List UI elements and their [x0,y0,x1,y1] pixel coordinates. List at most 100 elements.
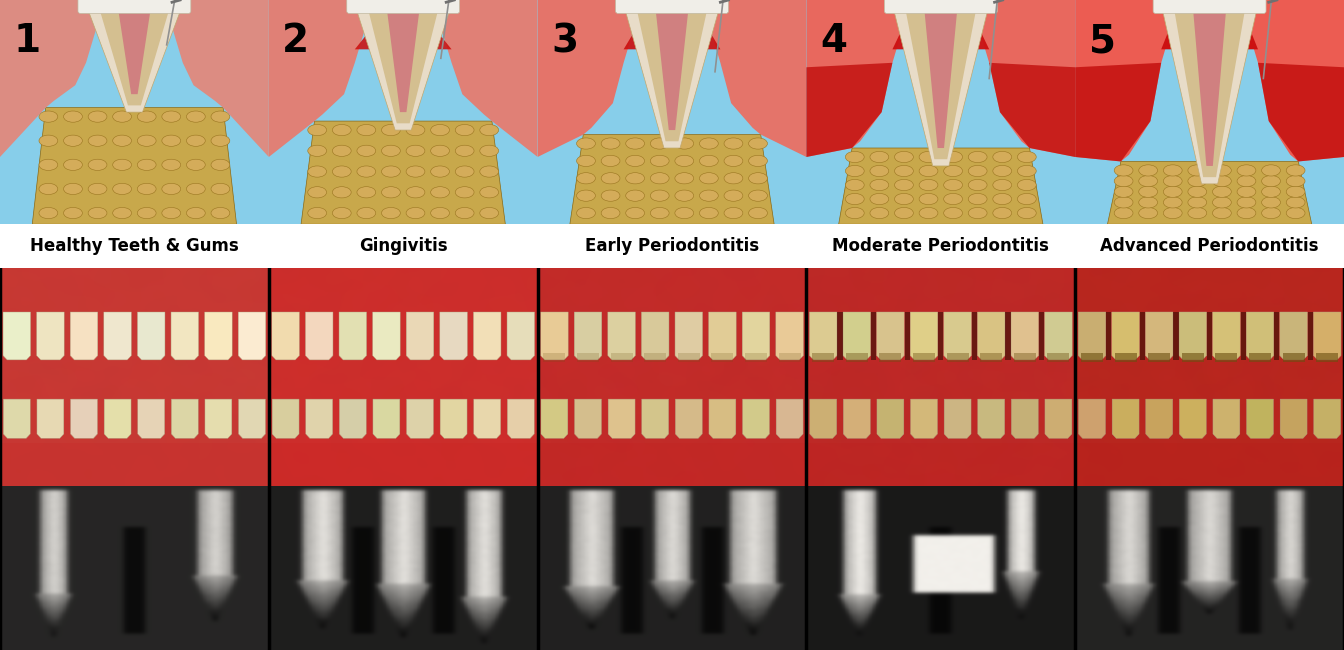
Ellipse shape [1236,186,1255,198]
Ellipse shape [187,135,206,146]
Ellipse shape [1212,207,1231,218]
Ellipse shape [137,111,156,122]
Ellipse shape [39,111,58,122]
Ellipse shape [675,190,694,202]
Polygon shape [1145,312,1173,360]
Ellipse shape [626,138,645,149]
Ellipse shape [943,194,962,205]
FancyBboxPatch shape [1181,354,1204,362]
Ellipse shape [577,190,595,202]
Polygon shape [269,0,366,157]
Polygon shape [905,5,977,159]
Polygon shape [355,31,452,49]
Ellipse shape [601,138,620,149]
Ellipse shape [1114,165,1133,176]
Polygon shape [892,5,989,166]
Polygon shape [876,399,903,438]
Ellipse shape [382,145,401,157]
Ellipse shape [650,155,669,166]
Polygon shape [406,312,434,360]
Polygon shape [570,135,774,224]
Ellipse shape [870,151,888,162]
Ellipse shape [137,183,156,194]
Ellipse shape [675,155,694,166]
FancyBboxPatch shape [1153,0,1266,14]
Ellipse shape [137,159,156,170]
Ellipse shape [601,173,620,184]
Polygon shape [892,27,989,49]
FancyBboxPatch shape [269,268,538,323]
Polygon shape [305,399,332,438]
FancyBboxPatch shape [972,312,977,360]
FancyBboxPatch shape [745,354,767,362]
Ellipse shape [1164,165,1183,176]
FancyBboxPatch shape [1282,354,1305,362]
Polygon shape [624,5,720,148]
Ellipse shape [919,179,938,190]
Polygon shape [742,399,769,438]
Ellipse shape [1138,176,1157,187]
Ellipse shape [577,173,595,184]
Polygon shape [1078,399,1105,438]
Polygon shape [1044,312,1073,360]
Ellipse shape [456,187,474,198]
Polygon shape [1180,399,1207,438]
Ellipse shape [161,183,180,194]
Ellipse shape [308,166,327,177]
Ellipse shape [1212,197,1231,208]
Ellipse shape [1188,197,1207,208]
Ellipse shape [456,145,474,157]
Ellipse shape [1138,165,1157,176]
Ellipse shape [724,190,743,202]
Ellipse shape [699,173,718,184]
Polygon shape [508,399,534,438]
Text: 5: 5 [1089,22,1116,60]
Polygon shape [1161,5,1258,184]
Ellipse shape [89,183,108,194]
FancyBboxPatch shape [543,354,566,362]
Polygon shape [339,399,366,438]
Ellipse shape [137,135,156,146]
Ellipse shape [358,166,376,177]
Ellipse shape [39,183,58,194]
Ellipse shape [650,207,669,218]
Ellipse shape [89,111,108,122]
Ellipse shape [943,165,962,177]
Ellipse shape [845,207,864,218]
FancyBboxPatch shape [837,312,843,360]
FancyBboxPatch shape [1148,354,1171,362]
Ellipse shape [699,207,718,218]
Ellipse shape [161,135,180,146]
Polygon shape [439,312,468,360]
Polygon shape [36,312,65,360]
Ellipse shape [187,183,206,194]
Ellipse shape [382,124,401,136]
Polygon shape [1179,312,1207,360]
Ellipse shape [1114,186,1133,198]
Ellipse shape [211,111,230,122]
Ellipse shape [699,138,718,149]
Ellipse shape [943,179,962,190]
Polygon shape [117,5,152,94]
Polygon shape [642,399,669,438]
Ellipse shape [601,190,620,202]
Polygon shape [1313,312,1341,360]
Polygon shape [624,29,720,49]
Polygon shape [204,312,233,360]
Polygon shape [876,312,905,360]
Polygon shape [1161,22,1258,49]
FancyBboxPatch shape [1106,312,1111,360]
Ellipse shape [1114,176,1133,187]
Ellipse shape [1164,207,1183,218]
Ellipse shape [406,187,425,198]
Ellipse shape [63,159,82,170]
FancyBboxPatch shape [616,0,728,14]
Ellipse shape [161,111,180,122]
Polygon shape [1046,399,1073,438]
Ellipse shape [406,145,425,157]
FancyBboxPatch shape [577,354,599,362]
Ellipse shape [626,190,645,202]
Ellipse shape [749,138,767,149]
Polygon shape [538,0,634,157]
Polygon shape [70,399,98,438]
